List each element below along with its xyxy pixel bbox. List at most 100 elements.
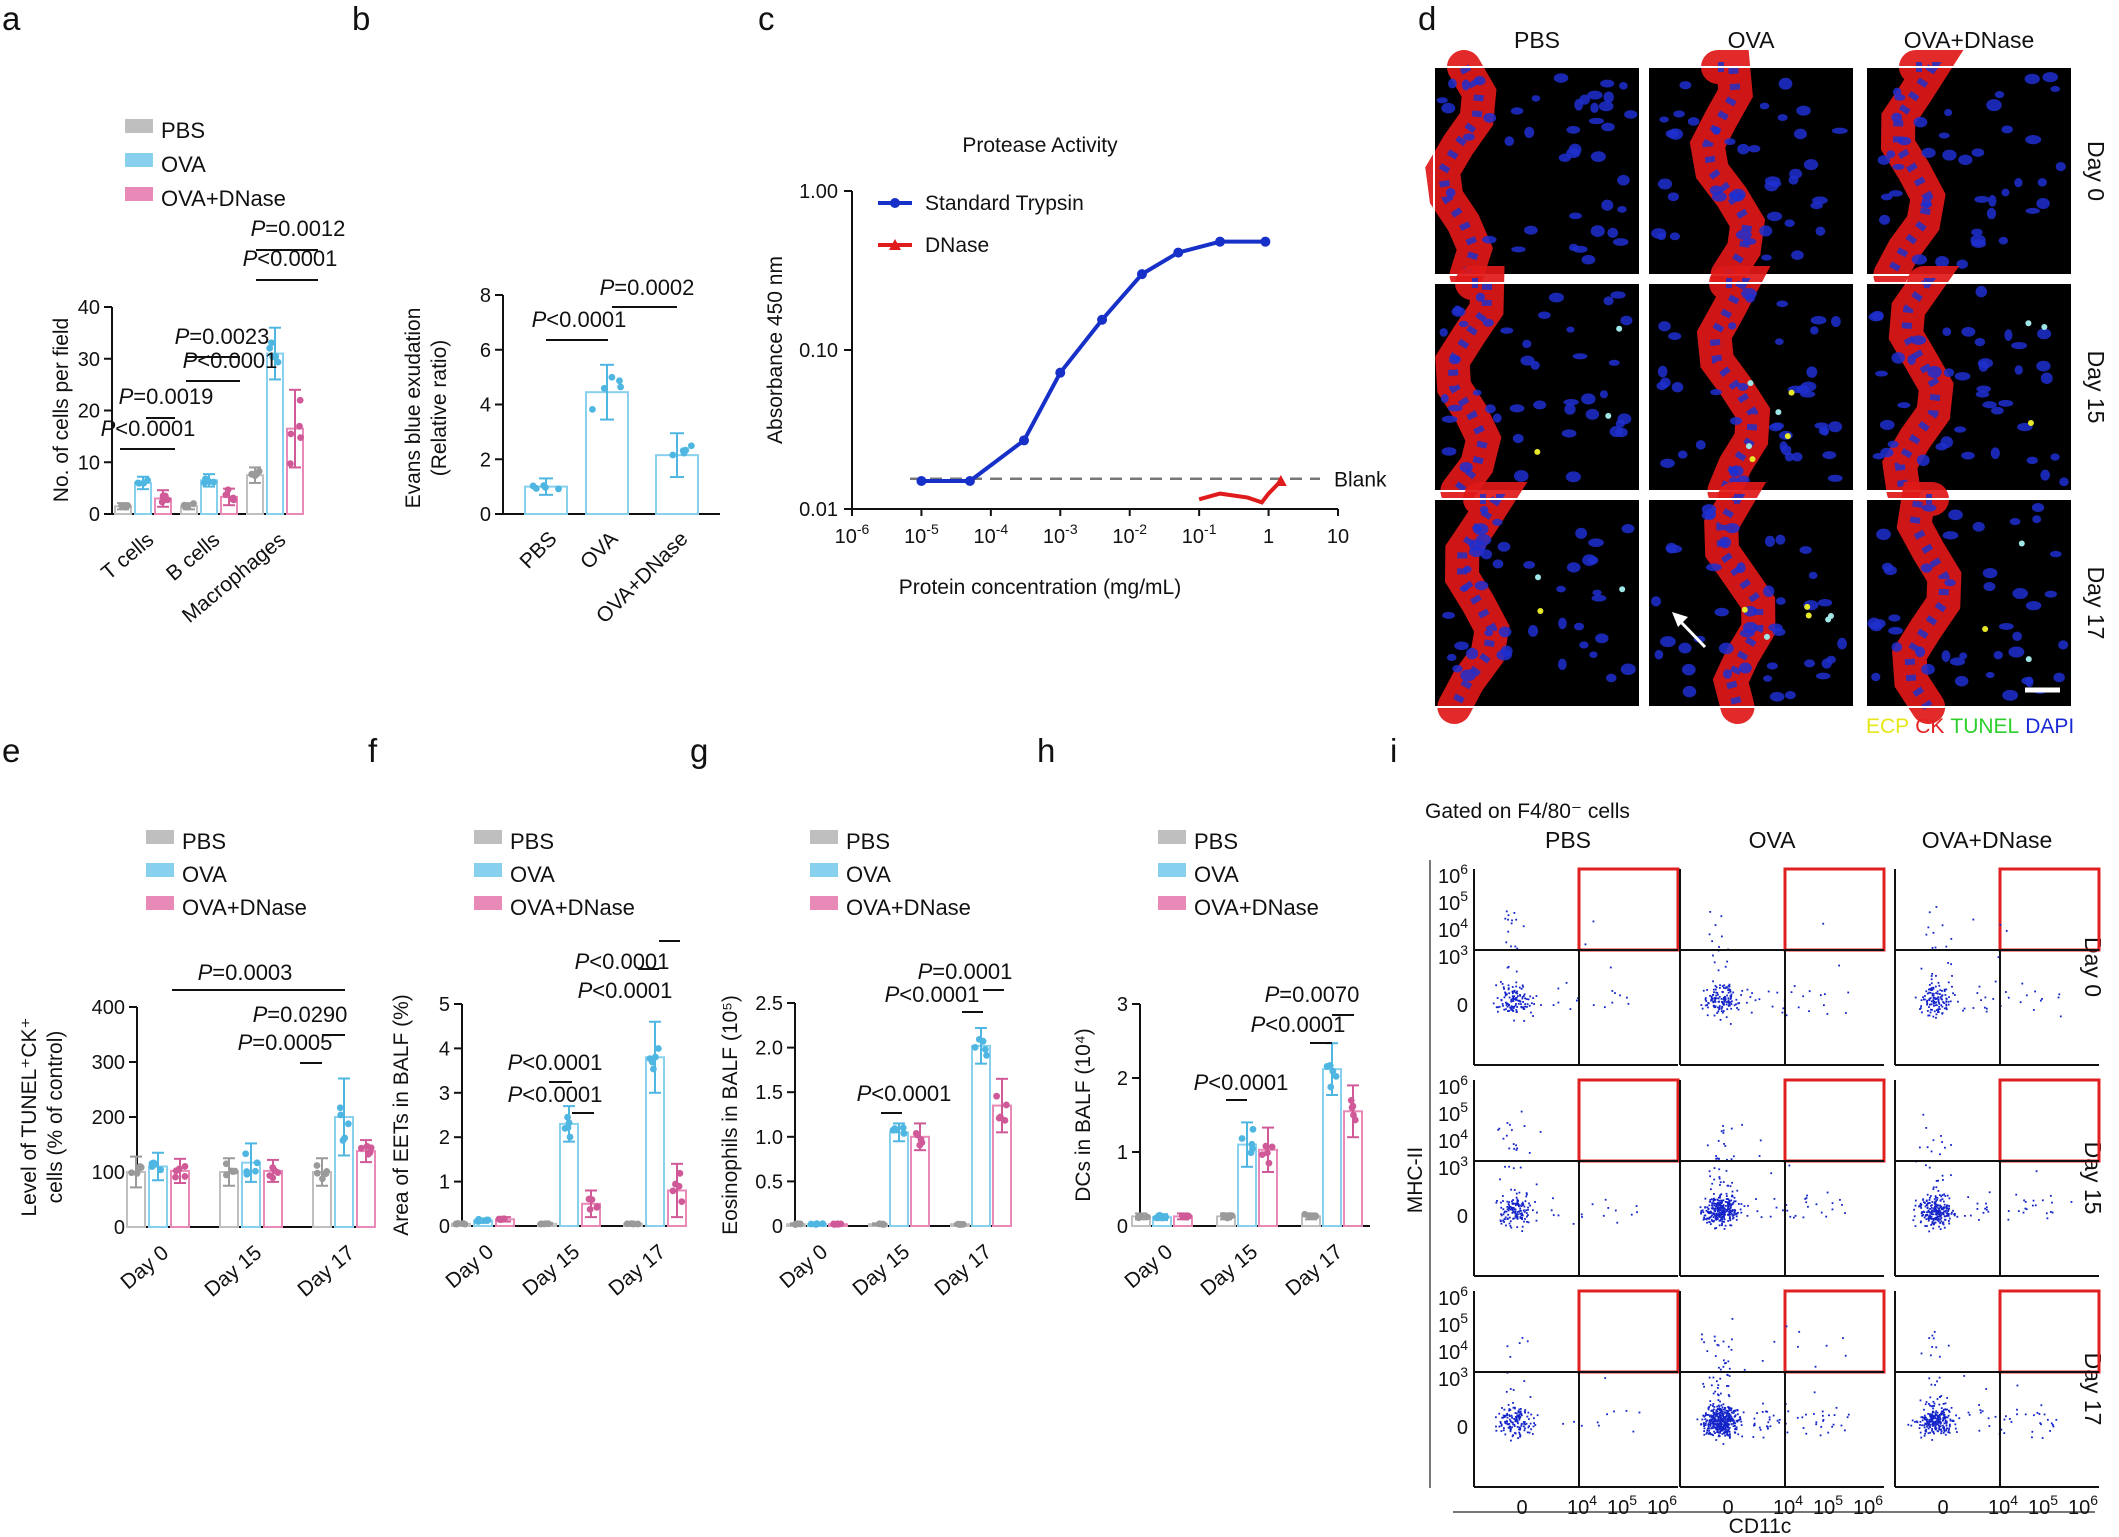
- event-dot: [1948, 1197, 1951, 1200]
- event-dot: [1936, 1414, 1939, 1417]
- event-dot: [1506, 1423, 1509, 1426]
- y-tick-label: 1: [439, 1172, 450, 1194]
- event-dot: [1751, 992, 1753, 994]
- event-dot: [1495, 1425, 1497, 1428]
- event-dot: [1729, 1185, 1732, 1188]
- event-dot: [1514, 1212, 1517, 1215]
- event-dot: [1714, 1217, 1717, 1219]
- event-dot: [1947, 1431, 1950, 1434]
- event-dot: [1711, 1202, 1714, 1205]
- event-dot: [1519, 1166, 1522, 1169]
- event-dot: [1497, 1006, 1499, 1009]
- event-dot: [1939, 1396, 1941, 1398]
- event-dot: [1517, 995, 1519, 998]
- nucleus: [1935, 442, 1948, 451]
- nucleus: [1589, 651, 1598, 659]
- event-dot: [1723, 1216, 1725, 1219]
- event-dot: [1718, 1425, 1721, 1428]
- event-dot: [1928, 1425, 1931, 1428]
- event-dot: [1948, 1427, 1951, 1430]
- event-dot: [1503, 1211, 1506, 1214]
- tunel-signal: [2025, 656, 2032, 663]
- series-marker: [1136, 269, 1147, 280]
- event-dot: [1513, 1147, 1516, 1150]
- event-dot: [1921, 1419, 1924, 1422]
- bar-g-1-1: [889, 1131, 909, 1227]
- nucleus: [1558, 153, 1572, 162]
- event-dot: [1939, 1204, 1942, 1207]
- nucleus: [1572, 353, 1588, 360]
- event-dot: [1913, 1208, 1915, 1211]
- event-dot: [1928, 1202, 1931, 1204]
- event-dot: [1734, 1428, 1736, 1431]
- event-dot: [1703, 1430, 1706, 1433]
- event-dot: [1709, 1425, 1712, 1427]
- event-dot: [1710, 1207, 1713, 1210]
- nucleus: [1553, 73, 1569, 83]
- event-dot: [1718, 1213, 1720, 1215]
- nucleus: [1739, 629, 1755, 638]
- legend-marker: [890, 198, 900, 208]
- p-value-a-2: P<0.0001: [183, 348, 278, 373]
- event-dot: [1939, 1418, 1942, 1421]
- data-point: [337, 1111, 345, 1119]
- event-dot: [1719, 1203, 1721, 1206]
- event-dot: [1725, 1208, 1728, 1211]
- nucleus: [1971, 228, 1983, 236]
- event-dot: [1752, 1436, 1755, 1438]
- event-dot: [1501, 983, 1504, 985]
- event-dot: [1939, 989, 1942, 992]
- nucleus: [1921, 147, 1936, 158]
- event-dot: [1712, 1200, 1715, 1203]
- event-dot: [1524, 1200, 1527, 1203]
- event-dot: [1930, 1003, 1933, 1006]
- y-tick-label: 20: [78, 401, 100, 423]
- event-dot: [1509, 1427, 1512, 1430]
- nucleus: [1888, 614, 1901, 622]
- event-dot: [1939, 996, 1942, 999]
- event-dot: [1581, 1216, 1583, 1218]
- event-dot: [1925, 990, 1928, 993]
- data-point: [1135, 1214, 1143, 1222]
- event-dot: [1710, 1427, 1713, 1430]
- event-dot: [1728, 1430, 1731, 1433]
- event-dot: [1939, 993, 1941, 995]
- nucleus: [1718, 642, 1734, 655]
- event-dot: [1935, 1186, 1938, 1189]
- event-dot: [1721, 1212, 1724, 1215]
- event-dot: [1921, 1011, 1923, 1014]
- event-dot: [1994, 1415, 1997, 1418]
- event-dot: [1707, 1006, 1709, 1009]
- event-dot: [1722, 1215, 1725, 1218]
- event-dot: [2031, 1204, 2034, 1207]
- event-dot: [1919, 1399, 1922, 1402]
- event-dot: [1717, 997, 1720, 1000]
- event-dot: [1732, 1422, 1735, 1425]
- event-dot: [1730, 1000, 1733, 1003]
- nucleus: [1815, 672, 1831, 680]
- event-dot: [1720, 997, 1723, 1000]
- event-dot: [1924, 1225, 1927, 1227]
- epithelium-nuclei: [1894, 278, 1942, 492]
- event-dot: [1938, 1002, 1941, 1005]
- data-point: [1238, 1135, 1246, 1142]
- event-dot: [1720, 1421, 1723, 1424]
- event-dot: [1728, 1434, 1731, 1437]
- event-dot: [1511, 1426, 1513, 1429]
- event-dot: [1715, 1155, 1717, 1157]
- event-dot: [1753, 1422, 1756, 1425]
- event-dot: [1937, 1417, 1939, 1420]
- data-point: [983, 1052, 990, 1059]
- event-dot: [1518, 1210, 1520, 1213]
- event-dot: [1718, 1409, 1721, 1412]
- event-dot: [1842, 1337, 1844, 1340]
- row-label: Day 17: [2080, 1353, 2106, 1426]
- chart-title: Protease Activity: [962, 134, 1118, 157]
- event-dot: [1945, 1427, 1948, 1430]
- event-dot: [1717, 1404, 1720, 1407]
- event-dot: [1717, 1204, 1720, 1206]
- event-dot: [1502, 986, 1505, 989]
- event-dot: [1507, 918, 1509, 921]
- y-axis-label: Level of TUNEL⁺CK⁺: [18, 1017, 41, 1216]
- nucleus: [1974, 338, 1986, 347]
